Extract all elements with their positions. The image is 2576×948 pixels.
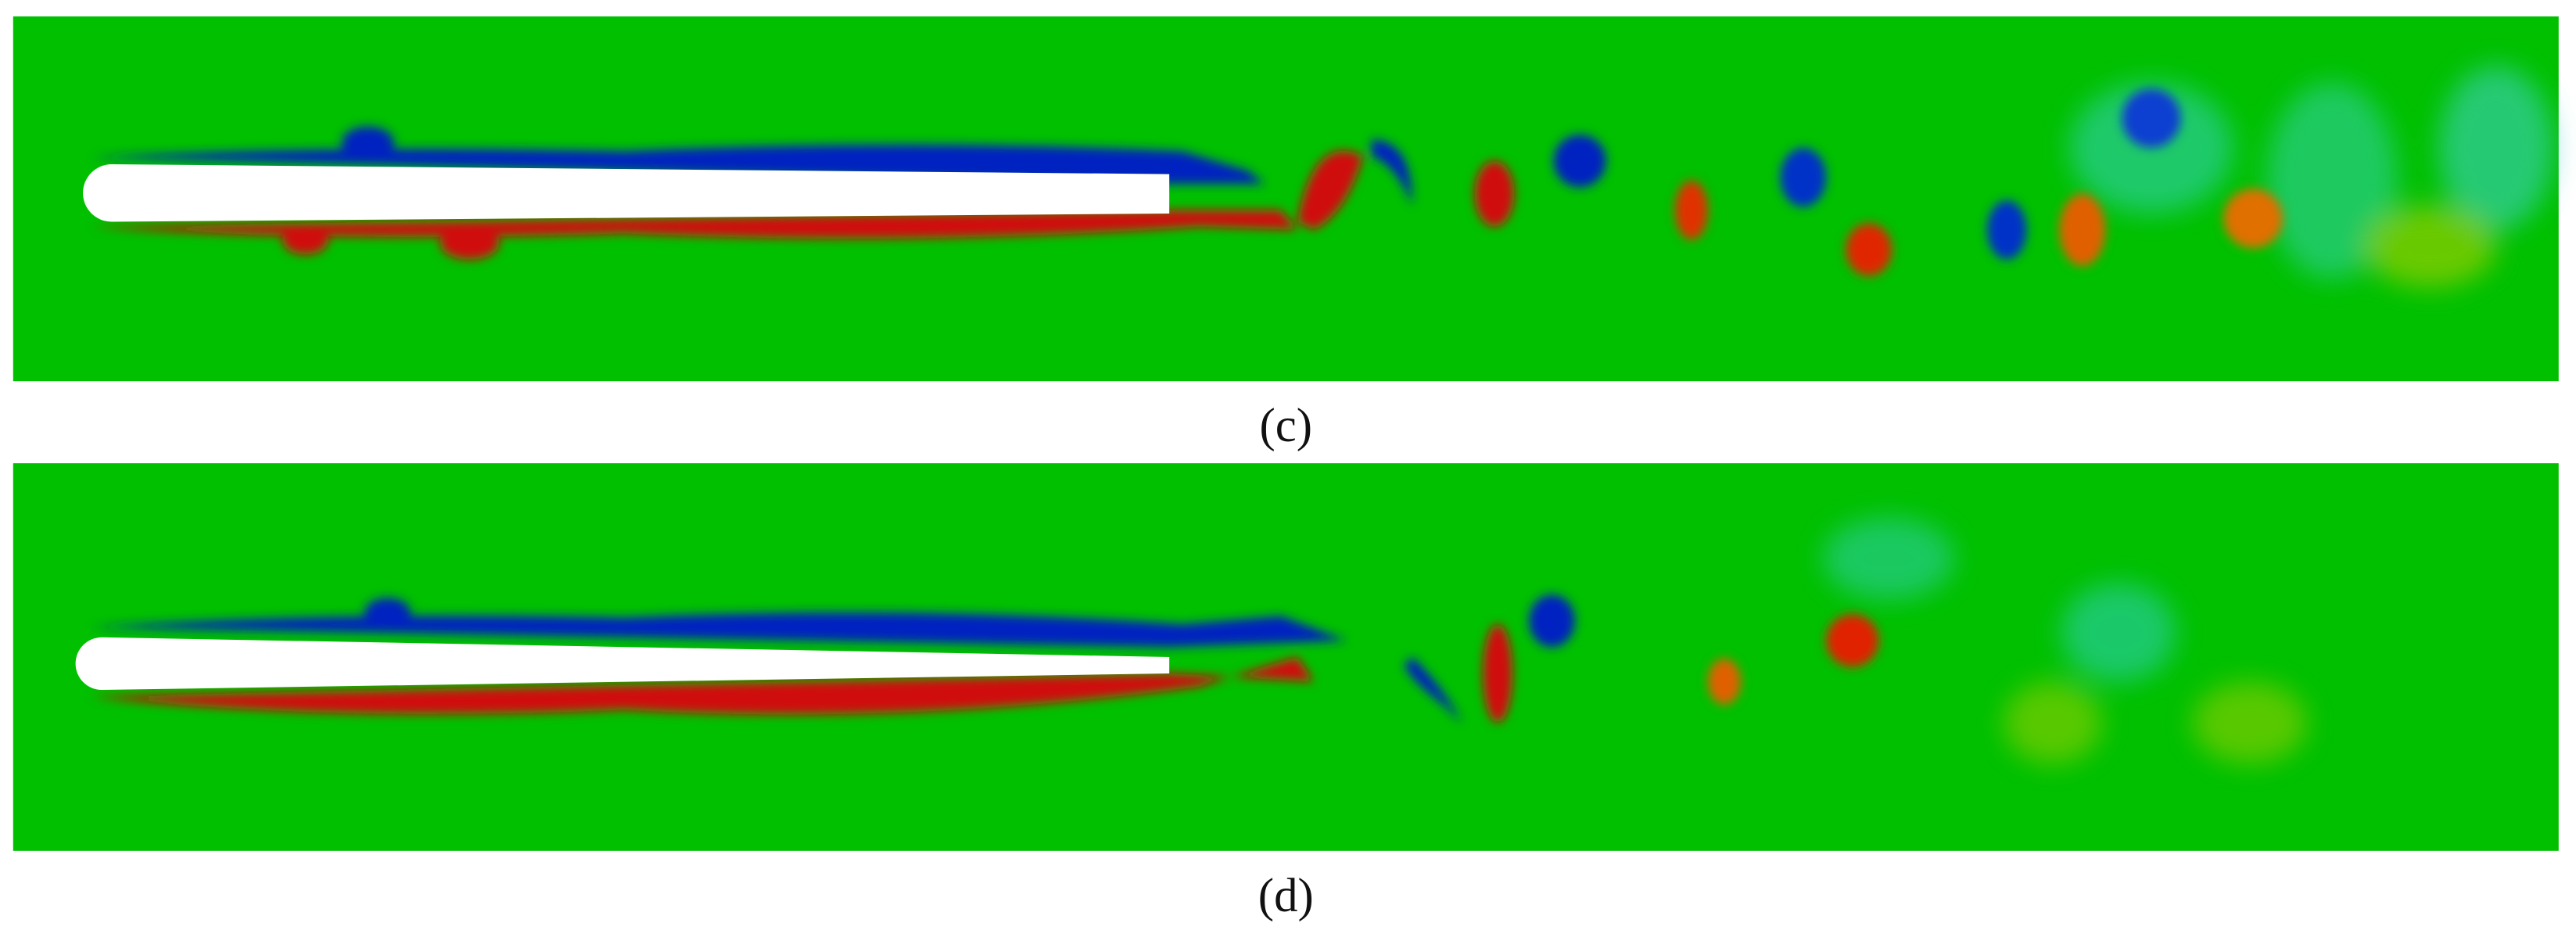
figure-content: (c) (d) [13, 16, 2559, 922]
panel-label: (d) [1258, 870, 1314, 922]
panel-d-field [13, 463, 2559, 851]
panel-c-field [13, 16, 2559, 382]
panel-label: (c) [1260, 400, 1313, 452]
